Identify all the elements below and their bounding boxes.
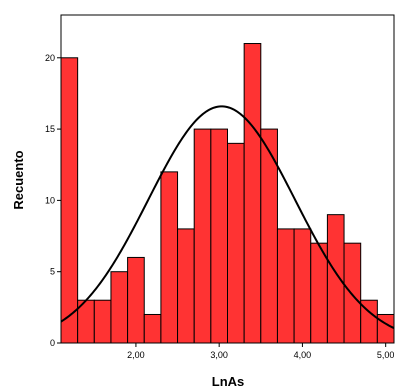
histogram-bar bbox=[110, 271, 129, 344]
y-tick-label: 10 bbox=[45, 195, 55, 205]
bars-group bbox=[60, 43, 395, 344]
y-tick-label: 5 bbox=[50, 267, 55, 277]
histogram-bar bbox=[376, 313, 395, 344]
y-axis-title: Recuento bbox=[11, 150, 26, 209]
histogram-bar bbox=[276, 228, 295, 344]
normal-curve bbox=[60, 105, 395, 330]
x-tick-label: 2,00 bbox=[127, 350, 145, 360]
histogram-bar bbox=[310, 242, 328, 344]
histogram-bar bbox=[210, 128, 229, 344]
x-axis-title: LnAs bbox=[212, 374, 245, 389]
histogram-bar bbox=[143, 313, 162, 344]
histogram-bar bbox=[193, 128, 212, 344]
histogram-bar bbox=[160, 171, 179, 344]
x-tick-label: 3,00 bbox=[210, 350, 228, 360]
x-axis-ticks: 2,00 3,00 4,00 5,00 bbox=[127, 343, 394, 360]
x-tick-label: 5,00 bbox=[377, 350, 395, 360]
histogram-bar bbox=[60, 57, 79, 344]
histogram-bar bbox=[177, 228, 195, 344]
x-tick-label: 4,00 bbox=[294, 350, 312, 360]
histogram-bar bbox=[127, 256, 145, 344]
y-tick-label: 15 bbox=[45, 124, 55, 134]
histogram-bar bbox=[227, 142, 245, 344]
y-axis-ticks: 0 5 10 15 20 bbox=[45, 53, 61, 348]
histogram-bar bbox=[326, 214, 345, 344]
y-tick-label: 20 bbox=[45, 53, 55, 63]
y-tick-label: 0 bbox=[50, 338, 55, 348]
histogram-bar bbox=[293, 228, 312, 344]
histogram-bar bbox=[93, 299, 112, 344]
histogram-bar bbox=[243, 43, 262, 344]
histogram-bar bbox=[343, 242, 362, 344]
